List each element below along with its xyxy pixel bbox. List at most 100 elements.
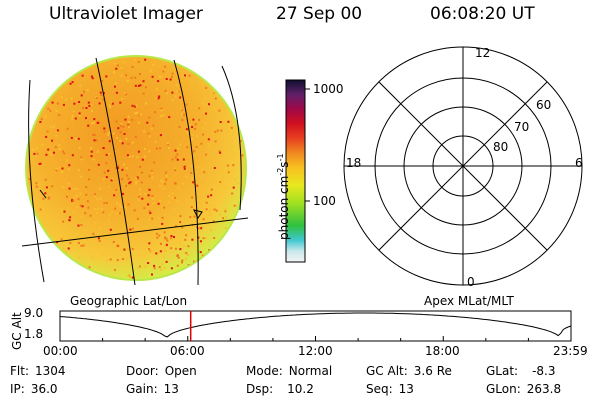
emission-pixel: [138, 114, 141, 117]
emission-pixel: [213, 205, 216, 208]
emission-pixel: [110, 101, 113, 104]
emission-pixel: [109, 258, 112, 261]
emission-pixel: [198, 118, 201, 121]
emission-pixel: [66, 195, 69, 198]
door-label: Door:: [126, 364, 159, 378]
emission-pixel: [197, 166, 200, 169]
emission-pixel: [188, 123, 191, 126]
emission-pixel: [71, 115, 74, 117]
altitude-tick-max: 9.0: [24, 306, 44, 320]
emission-pixel: [175, 223, 178, 226]
spacecraft-marker: [193, 209, 203, 219]
emission-pixel: [139, 265, 141, 268]
emission-pixel: [178, 242, 181, 245]
emission-pixel: [113, 194, 116, 197]
emission-pixel: [179, 96, 182, 99]
emission-pixel: [159, 134, 162, 137]
emission-pixel: [131, 141, 134, 144]
emission-pixel: [181, 226, 184, 229]
emission-pixel: [201, 200, 204, 203]
emission-pixel: [210, 96, 213, 99]
emission-pixel: [103, 171, 106, 174]
emission-pixel: [108, 131, 111, 134]
emission-pixel: [178, 126, 181, 128]
emission-pixel: [99, 91, 102, 94]
emission-pixel: [195, 184, 198, 187]
emission-pixel: [79, 204, 82, 207]
emission-pixel: [56, 241, 59, 244]
emission-pixel: [171, 192, 174, 195]
gc-alt-info: GC Alt: 3.6 Re: [366, 364, 452, 378]
emission-pixel: [107, 220, 110, 222]
emission-pixel: [131, 227, 134, 230]
emission-pixel: [83, 90, 85, 93]
flt-label: Flt:: [10, 364, 29, 378]
door-info: Door: Open: [126, 364, 197, 378]
emission-pixel: [183, 113, 186, 116]
emission-pixel: [58, 144, 61, 146]
emission-pixel: [233, 204, 236, 207]
emission-pixel: [165, 78, 168, 80]
emission-pixel: [121, 258, 124, 261]
emission-pixel: [190, 137, 193, 140]
emission-pixel: [51, 139, 54, 142]
emission-pixel: [201, 254, 204, 257]
emission-pixel: [67, 168, 70, 171]
emission-pixel: [148, 135, 151, 138]
emission-pixel: [119, 244, 122, 247]
emission-pixel: [133, 58, 136, 61]
emission-pixel: [88, 168, 91, 171]
emission-pixel: [82, 244, 85, 247]
emission-pixel: [210, 214, 213, 217]
emission-pixel: [144, 58, 147, 61]
emission-pixel: [150, 171, 153, 174]
emission-pixel: [121, 193, 124, 195]
emission-pixel: [207, 138, 210, 141]
emission-pixel: [135, 111, 138, 114]
emission-pixel: [171, 75, 173, 78]
emission-pixel: [73, 211, 76, 214]
emission-pixel: [55, 167, 58, 170]
emission-pixel: [156, 88, 159, 91]
emission-pixel: [68, 187, 71, 190]
emission-pixel: [78, 169, 80, 172]
emission-pixel: [214, 97, 217, 100]
emission-pixel: [167, 201, 170, 204]
emission-pixel: [107, 185, 110, 188]
glat-value: -8.3: [532, 364, 556, 378]
gain-info: Gain: 13: [126, 382, 179, 396]
emission-pixel: [80, 94, 83, 97]
emission-pixel: [55, 109, 58, 112]
emission-pixel: [171, 158, 174, 161]
emission-pixel: [176, 264, 179, 267]
emission-pixel: [153, 267, 156, 270]
emission-pixel: [63, 238, 66, 241]
emission-pixel: [51, 101, 54, 104]
emission-pixel: [131, 155, 134, 158]
emission-pixel: [67, 247, 70, 250]
emission-pixel: [185, 167, 188, 170]
emission-pixel: [199, 251, 202, 254]
gain-value: 13: [163, 382, 179, 396]
emission-pixel: [185, 252, 188, 255]
emission-pixel: [159, 250, 162, 253]
emission-pixel: [224, 111, 227, 114]
emission-pixel: [124, 94, 127, 97]
emission-pixel: [155, 147, 158, 150]
emission-pixel: [224, 210, 227, 213]
emission-pixel: [189, 204, 192, 207]
emission-pixel: [68, 236, 71, 239]
emission-pixel: [36, 205, 39, 207]
emission-pixel: [163, 244, 166, 247]
emission-pixel: [69, 216, 72, 219]
emission-pixel: [192, 216, 195, 219]
emission-pixel: [115, 188, 118, 191]
emission-pixel: [166, 239, 169, 242]
emission-pixel: [162, 255, 165, 258]
emission-pixel: [97, 237, 100, 240]
emission-pixel: [162, 70, 165, 73]
emission-pixel: [101, 208, 103, 211]
emission-pixel: [179, 143, 182, 146]
emission-pixel: [227, 171, 230, 174]
emission-pixel: [125, 227, 128, 230]
